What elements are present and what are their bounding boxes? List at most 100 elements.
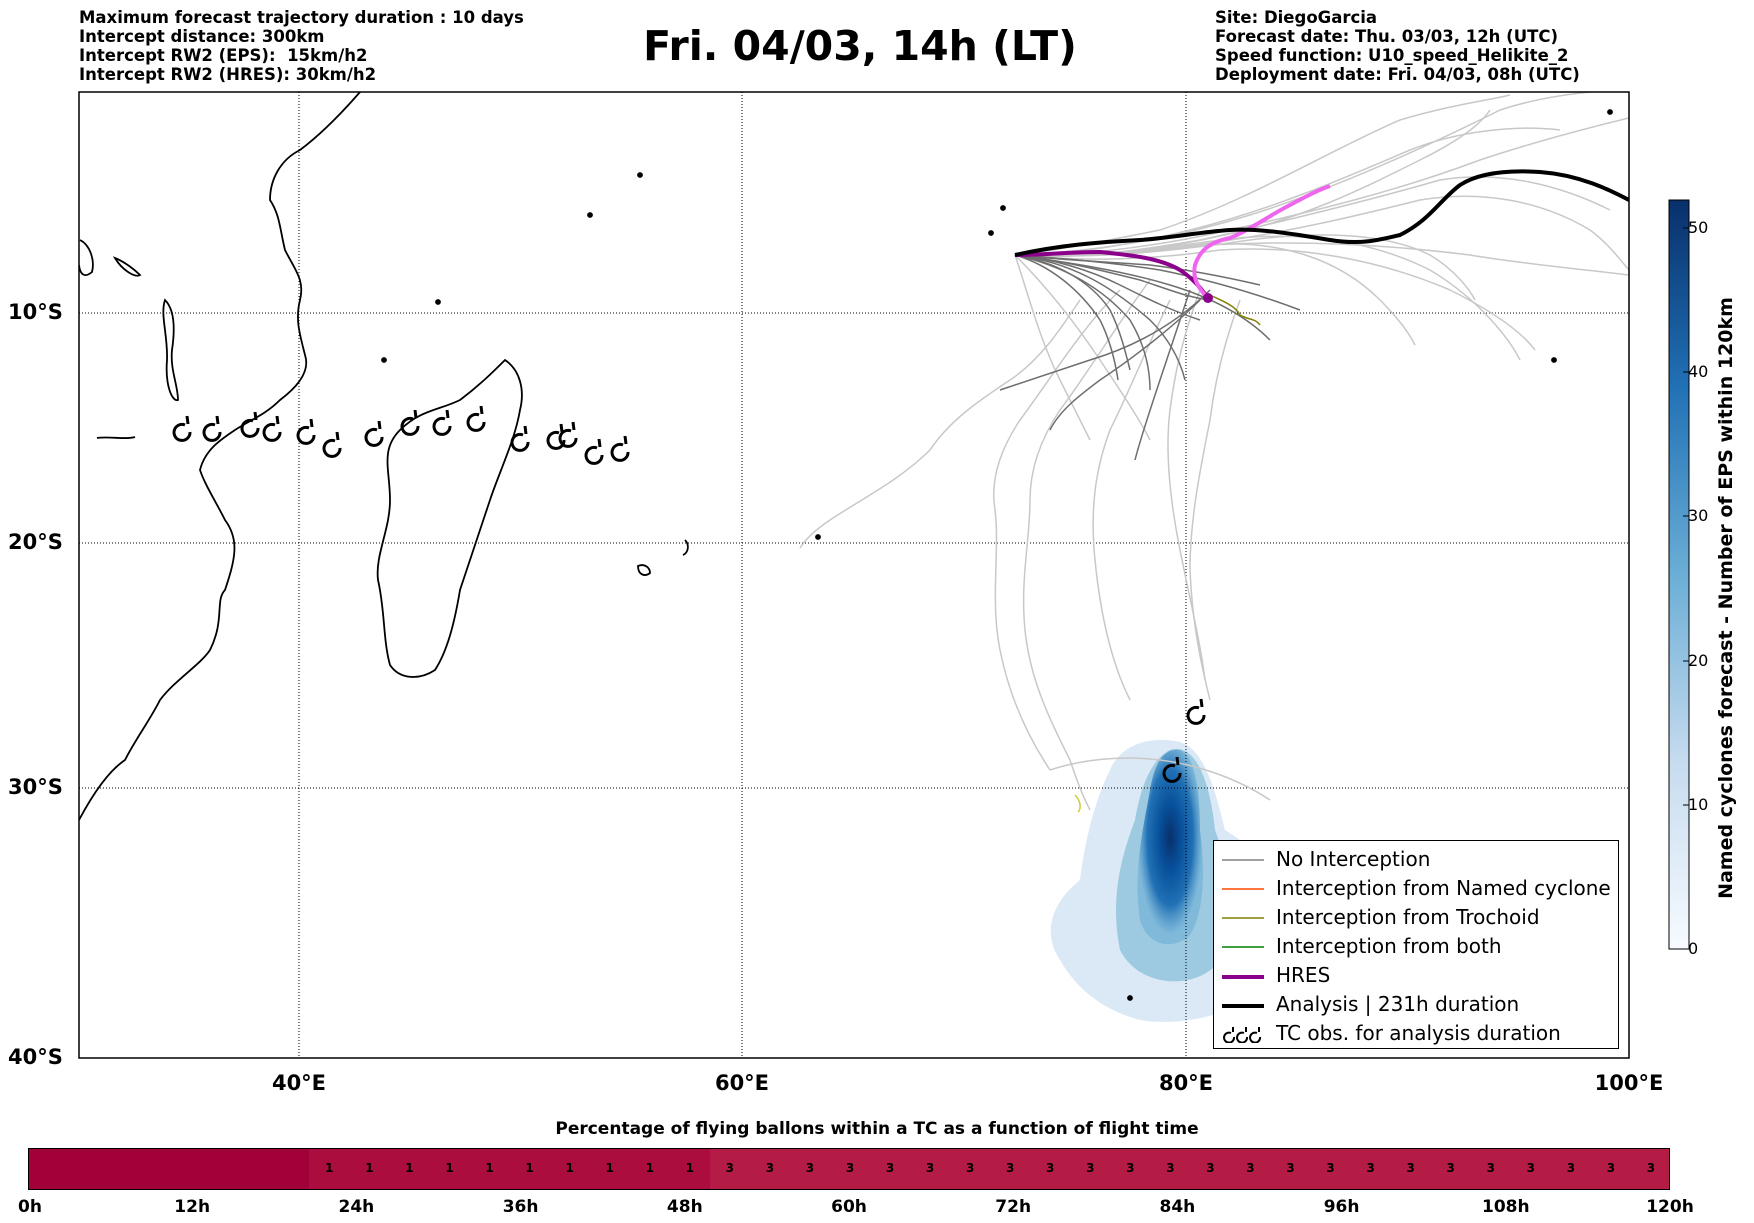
legend-label: Analysis | 231h duration [1276, 992, 1520, 1016]
map-legend: No Interception Interception from Named … [1213, 840, 1619, 1049]
info-line-deployment-date: Deployment date: Fri. 04/03, 08h (UTC) [1215, 65, 1580, 84]
run-info: Maximum forecast trajectory duration : 1… [79, 8, 524, 84]
info-line-site: Site: DiegoGarcia [1215, 8, 1378, 27]
hres-trajectory-late [1192, 184, 1331, 300]
tc-obs-icon [466, 405, 486, 432]
lat-label-30s: 30°S [8, 775, 63, 799]
strip-value: 1 [685, 1161, 694, 1175]
tc-obs-icon [610, 435, 630, 462]
strip-cell [1590, 1149, 1632, 1189]
strip-value: 3 [805, 1161, 815, 1175]
eps-track [1014, 254, 1151, 441]
strip-value: 3 [845, 1161, 855, 1175]
strip-cell [910, 1149, 952, 1189]
strip-tick-label: 0h [18, 1197, 42, 1217]
strip-tick-label: 24h [338, 1197, 375, 1217]
site-info: Site: DiegoGarcia Forecast date: Thu. 03… [1215, 8, 1580, 84]
eps-track [1167, 289, 1206, 681]
coast-island-i [381, 357, 387, 363]
strip-cell [1230, 1149, 1272, 1189]
analysis-trajectory [1014, 169, 1629, 257]
eps-track [1014, 109, 1491, 257]
colorbar-tick-40: 40 [1688, 362, 1709, 381]
eps-track [1014, 176, 1611, 258]
strip-tick-label: 108h [1482, 1197, 1530, 1217]
strip-cell [509, 1149, 551, 1189]
strip-value: 3 [1006, 1161, 1015, 1175]
strip-value: 1 [405, 1161, 414, 1175]
strip-value: 1 [525, 1161, 534, 1175]
strip-value: 3 [925, 1161, 935, 1175]
coast-madagascar [376, 358, 523, 678]
coast-reunion [637, 564, 651, 576]
strip-cell [269, 1149, 311, 1189]
legend-item-tc-obs: TC obs. for analysis duration [1214, 1019, 1618, 1048]
info-line-distance: Intercept distance: 300km [79, 27, 325, 46]
strip-cell [1630, 1149, 1669, 1189]
strip-cell [789, 1149, 831, 1189]
strip-cell [1270, 1149, 1312, 1189]
strip-cell [1030, 1149, 1072, 1189]
strip-tick-label: 72h [995, 1197, 1032, 1217]
lat-label-10s: 10°S [8, 300, 63, 324]
colorbar-tick-30: 30 [1688, 506, 1709, 525]
trochoid-track [1209, 294, 1261, 326]
coast-mauritius [682, 539, 689, 556]
strip-cell [309, 1149, 351, 1189]
coast-island-h [435, 299, 441, 305]
legend-item-both: Interception from both [1214, 932, 1618, 961]
tc-obs-icon [262, 415, 282, 442]
tc-obs-icon [364, 420, 384, 447]
strip-title: Percentage of flying ballons within a TC… [555, 1119, 1199, 1139]
strip-value: 3 [965, 1161, 975, 1175]
map-frame [78, 91, 1630, 1059]
colorbar-ticks [1683, 227, 1689, 950]
tc-obs-icon [322, 431, 342, 458]
legend-swatch [1222, 946, 1264, 948]
trochoid-trajectories-late [1074, 794, 1081, 813]
strip-cell [709, 1149, 751, 1189]
strip-value: 3 [1206, 1161, 1215, 1175]
colorbar-tick-50: 50 [1688, 218, 1709, 237]
legend-swatch [1222, 888, 1264, 890]
legend-swatch [1222, 975, 1264, 979]
legend-swatch [1222, 917, 1264, 919]
strip-value: 1 [445, 1161, 454, 1175]
coast-lake-tanganyika [112, 256, 142, 277]
strip-cell [1390, 1149, 1432, 1189]
coast-island-g [587, 212, 593, 218]
strip-tick-label: 60h [831, 1197, 867, 1217]
strip-cell [149, 1149, 191, 1189]
strip-cell [229, 1149, 271, 1189]
no-interception-track [1049, 299, 1201, 431]
legend-label: No Interception [1276, 847, 1431, 871]
tc-obs-icon [400, 409, 420, 436]
legend-label: Interception from both [1276, 934, 1502, 958]
eps-track [1014, 195, 1629, 271]
strip-cell [1550, 1149, 1592, 1189]
eps-track [1014, 117, 1629, 256]
strip-tick-label: 12h [174, 1197, 211, 1217]
strip-cell [950, 1149, 992, 1189]
eps-track [1014, 248, 1536, 351]
page-title: Fri. 04/03, 14h (LT) [643, 22, 1077, 70]
coast-lake-malawi [162, 298, 179, 401]
strip-value: 1 [565, 1161, 574, 1175]
no-interception-track [1134, 289, 1191, 461]
hres-endpoint [1203, 293, 1213, 303]
strip-value: 3 [885, 1161, 895, 1175]
info-line-rw2-eps: Intercept RW2 (EPS): 15km/h2 [79, 46, 368, 65]
strip-value: 1 [645, 1161, 654, 1175]
strip-tick-label: 84h [1159, 1197, 1196, 1217]
strip-tick-label: 36h [502, 1197, 539, 1217]
strip-cell [69, 1149, 111, 1189]
lon-label-100e: 100°E [1594, 1071, 1664, 1095]
strip-cell [1350, 1149, 1392, 1189]
strip-cell [990, 1149, 1032, 1189]
strip-cell [189, 1149, 231, 1189]
strip-value: 3 [1286, 1161, 1295, 1175]
strip-cell [1150, 1149, 1192, 1189]
tc-obs-icon [202, 415, 222, 442]
strip-value: 3 [1646, 1161, 1656, 1175]
legend-label: Interception from Named cyclone [1276, 876, 1611, 900]
